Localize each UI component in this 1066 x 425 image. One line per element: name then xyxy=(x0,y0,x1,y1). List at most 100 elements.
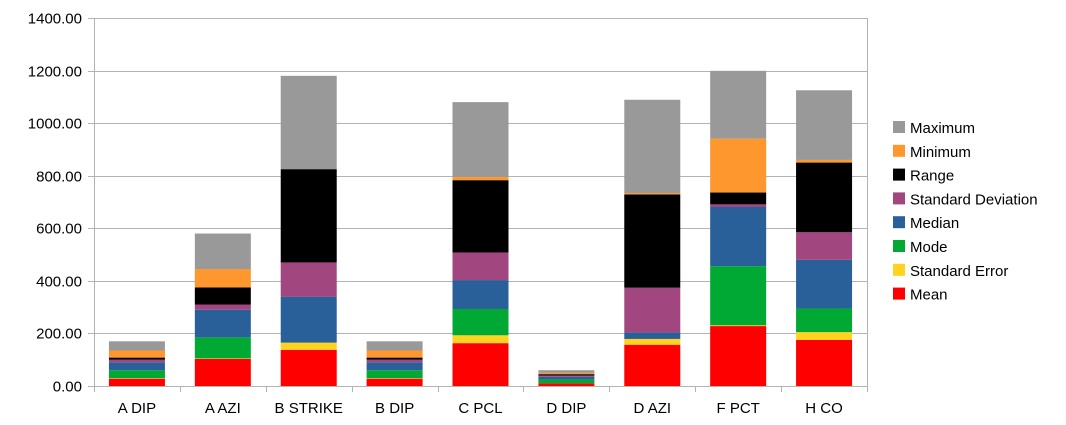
bar-segment xyxy=(452,343,509,386)
legend-swatch xyxy=(893,263,905,276)
legend-swatch xyxy=(893,168,905,181)
bar-segment xyxy=(452,280,509,309)
bar-segment xyxy=(796,159,853,163)
legend-label: Standard Error xyxy=(910,263,1008,280)
bar-segment xyxy=(452,102,509,178)
legend-label: Range xyxy=(910,168,954,185)
x-tick-label: D DIP xyxy=(546,400,586,417)
bar-segment xyxy=(710,326,767,386)
bar-segment xyxy=(452,180,509,253)
bar-segment xyxy=(366,359,423,363)
bars xyxy=(108,70,853,386)
bar-segment xyxy=(280,349,337,386)
legend-label: Mode xyxy=(910,239,948,256)
y-tick-label: 1200.00 xyxy=(28,64,82,81)
bar-segment xyxy=(538,370,595,373)
bar-segment xyxy=(538,379,595,384)
bar-segment xyxy=(452,335,509,344)
bar-segment xyxy=(796,162,853,233)
bar-segment xyxy=(796,259,853,309)
bar-segment xyxy=(710,266,767,326)
bar-segment xyxy=(452,252,509,281)
bar-segment xyxy=(452,308,509,336)
bar-segment xyxy=(108,370,165,379)
bar-segment xyxy=(366,341,423,351)
axes: 0.00 200.00 400.00 600.00 800.00 1000.00 1200.… xyxy=(28,11,868,417)
bar-segment xyxy=(108,350,165,358)
legend-label: Maximum xyxy=(910,120,975,137)
bar-segment xyxy=(710,206,767,267)
bar-segment xyxy=(108,357,165,360)
bar-segment xyxy=(366,362,423,371)
legend-label: Median xyxy=(910,215,959,232)
bar-segment xyxy=(538,372,595,375)
legend: Maximum Minimum Range Standard Deviation Med… xyxy=(893,120,1038,304)
legend-swatch xyxy=(893,287,905,300)
bar-segment xyxy=(194,309,251,338)
legend-label: Mean xyxy=(910,287,948,304)
x-tick-label: A DIP xyxy=(118,400,156,417)
bar-segment xyxy=(108,359,165,363)
bar-segment xyxy=(538,376,595,380)
y-tick-label: 600.00 xyxy=(36,221,82,238)
bar-segment xyxy=(280,262,337,297)
bar-segment xyxy=(624,338,681,345)
x-tick-label: D AZI xyxy=(634,400,672,417)
bar-segment xyxy=(108,378,165,386)
bar-segment xyxy=(624,194,681,288)
bar-segment xyxy=(194,304,251,310)
y-tick-label: 200.00 xyxy=(36,326,82,343)
bar-segment xyxy=(710,204,767,207)
bar-segment xyxy=(194,358,251,359)
x-tick-label: B STRIKE xyxy=(275,400,343,417)
bar-segment xyxy=(280,169,337,263)
bar-segment xyxy=(194,233,251,270)
bar-segment xyxy=(710,325,767,327)
bar-segment xyxy=(280,342,337,350)
legend-swatch xyxy=(893,192,905,205)
bar-segment xyxy=(280,75,337,170)
x-tick-label: A AZI xyxy=(205,400,241,417)
bar-segment xyxy=(366,378,423,379)
bar-segment xyxy=(452,177,509,181)
bar-segment xyxy=(710,138,767,193)
legend-label: Minimum xyxy=(910,144,971,161)
bar-segment xyxy=(194,287,251,305)
bar-segment xyxy=(366,357,423,360)
bar-segment xyxy=(538,383,595,386)
legend-swatch xyxy=(893,240,905,252)
bar-segment xyxy=(366,378,423,386)
bar-segment xyxy=(366,370,423,379)
bar-segment xyxy=(194,337,251,359)
bar-segment xyxy=(194,269,251,288)
x-tick-label: H CO xyxy=(805,400,843,417)
bar-segment xyxy=(108,378,165,379)
x-tick-label: B DIP xyxy=(375,400,414,417)
y-tick-label: 400.00 xyxy=(36,274,82,291)
legend-label: Standard Deviation xyxy=(910,191,1038,208)
bar-segment xyxy=(624,332,681,339)
bar-segment xyxy=(710,70,767,139)
x-tick-label: C PCL xyxy=(458,400,502,417)
bar-segment xyxy=(796,90,853,160)
bar-segment xyxy=(108,362,165,371)
bar-segment xyxy=(366,350,423,358)
y-tick-label: 800.00 xyxy=(36,169,82,186)
x-tick-label: F PCT xyxy=(716,400,759,417)
bar-segment xyxy=(194,358,251,386)
legend-swatch xyxy=(893,144,905,157)
y-tick-label: 1400.00 xyxy=(28,11,82,28)
bar-segment xyxy=(108,341,165,351)
bar-segment xyxy=(710,192,767,205)
bar-segment xyxy=(796,332,853,340)
bar-segment xyxy=(624,193,681,195)
legend-swatch xyxy=(893,216,905,229)
bar-segment xyxy=(624,287,681,333)
bar-segment xyxy=(796,232,853,260)
legend-swatch xyxy=(893,121,905,133)
y-tick-label: 1000.00 xyxy=(28,116,82,133)
bar-segment xyxy=(624,344,681,386)
bar-segment xyxy=(280,296,337,343)
bar-segment xyxy=(624,99,681,194)
bar-segment xyxy=(538,375,595,377)
